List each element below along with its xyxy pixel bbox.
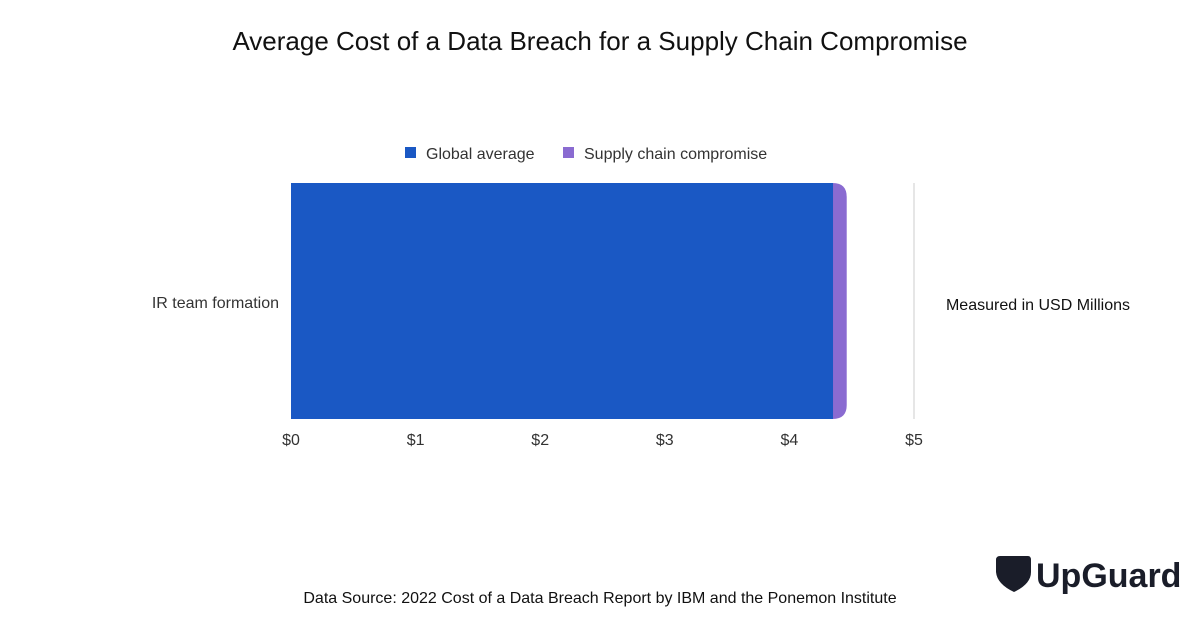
category-label: IR team formation	[152, 295, 279, 312]
legend: Global average Supply chain compromise	[405, 146, 767, 163]
legend-swatch-0	[405, 147, 416, 158]
x-tick-label: $1	[407, 432, 425, 449]
category-labels: IR team formation	[152, 295, 279, 312]
brand-logo: UpGuard	[996, 556, 1181, 595]
x-tick-label: $2	[531, 432, 549, 449]
x-tick-label: $0	[282, 432, 300, 449]
bar-global-average	[291, 183, 834, 419]
legend-label-0: Global average	[426, 146, 535, 163]
data-source: Data Source: 2022 Cost of a Data Breach …	[303, 590, 896, 607]
bars	[291, 183, 847, 419]
x-axis-ticks: $0 $1 $2 $3 $4 $5	[282, 432, 923, 449]
legend-swatch-1	[563, 147, 574, 158]
units-note: Measured in USD Millions	[946, 297, 1130, 314]
x-tick-label: $3	[656, 432, 674, 449]
upguard-shield-icon	[996, 556, 1031, 592]
x-tick-label: $4	[781, 432, 799, 449]
legend-label-1: Supply chain compromise	[584, 146, 767, 163]
x-tick-label: $5	[905, 432, 923, 449]
brand-name: UpGuard	[1036, 557, 1181, 595]
chart-title: Average Cost of a Data Breach for a Supp…	[232, 26, 967, 56]
